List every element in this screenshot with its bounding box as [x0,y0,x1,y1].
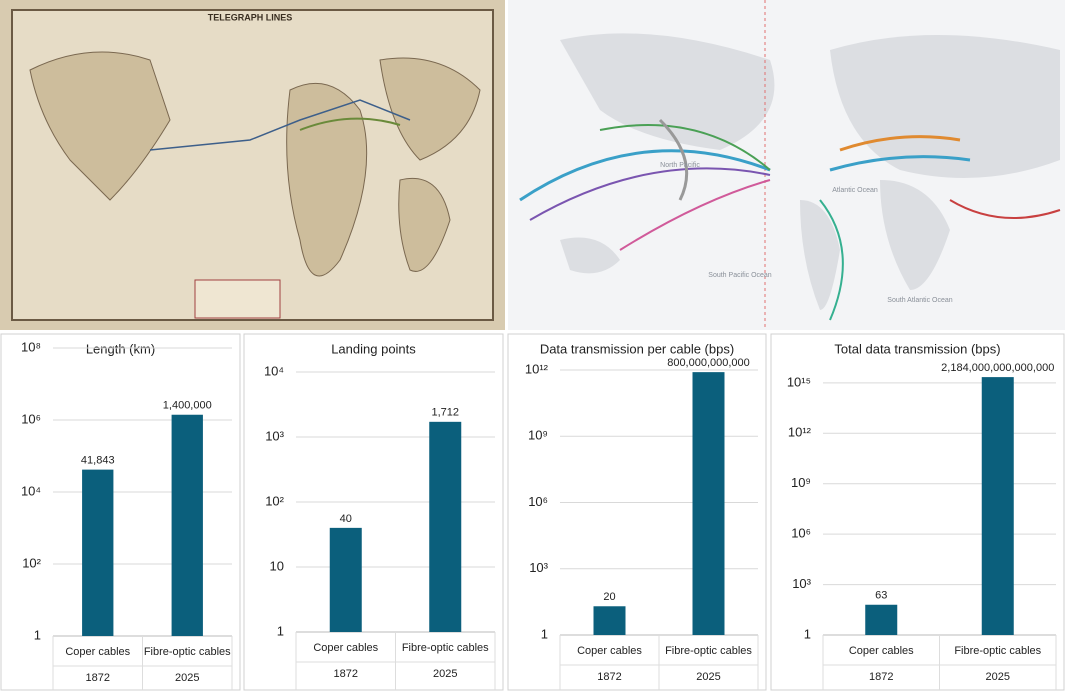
y-tick-label: 10¹² [788,425,812,440]
y-tick-label: 1 [34,627,41,642]
x-group-label: 1872 [869,671,893,683]
data-label: 41,843 [81,455,115,467]
cable [529,167,771,221]
x-group-label: 2025 [175,672,199,684]
cable [829,155,971,172]
cable [619,179,771,251]
data-label: 800,000,000,000 [667,357,750,369]
x-tick-label: Coper cables [313,642,378,654]
x-tick-label: Coper cables [65,646,130,658]
land [560,33,775,151]
land [560,237,620,274]
x-group-label: 1872 [86,672,110,684]
x-group-label: 1872 [334,668,358,680]
y-tick-label: 1 [277,623,284,638]
x-tick-label: Fibre-optic cables [402,642,489,654]
bar [981,377,1014,635]
chart-title: Data transmission per cable (bps) [540,341,734,356]
ocean-label: South Pacific Ocean [708,272,772,279]
y-tick-label: 10⁴ [21,483,41,498]
y-tick-label: 10³ [792,576,811,591]
bar [865,604,898,635]
cable [949,199,1061,219]
data-label: 1,712 [431,407,459,419]
data-label: 63 [875,590,887,602]
y-tick-label: 1 [804,626,811,641]
panel-border [507,333,767,691]
panel-border [0,333,241,691]
legend-box [194,279,281,319]
data-label: 40 [340,513,352,525]
bar [593,606,626,635]
telegraph-line [149,99,411,151]
cable [819,199,844,321]
y-tick-label: 10³ [529,560,548,575]
bar [82,469,114,636]
data-label: 20 [603,591,615,603]
land [398,177,451,272]
x-tick-label: Fibre-optic cables [665,645,752,657]
y-tick-label: 10⁴ [264,363,284,378]
cable [519,149,771,202]
x-group-label: 1872 [597,671,621,683]
bar [329,527,362,632]
y-tick-label: 10² [265,493,284,508]
land [379,57,481,161]
y-tick-label: 10⁶ [21,411,41,426]
y-tick-label: 10¹² [525,361,549,376]
panel-border [770,333,1065,691]
y-tick-label: 10¹⁵ [787,374,811,389]
bar [171,414,203,636]
cable-map: North Pacific Atlantic Ocean South Pacif… [508,0,1065,330]
cable [839,135,961,152]
ocean-label: North Pacific [660,162,700,169]
x-tick-label: Coper cables [849,645,914,657]
y-tick-label: 10⁶ [528,494,548,509]
y-tick-label: 10⁹ [528,428,548,443]
chart-title: Length (km) [86,341,155,356]
land [800,200,840,310]
y-tick-label: 10⁶ [791,526,811,541]
y-tick-label: 10² [22,555,41,570]
old-map-title: TELEGRAPH LINES [208,12,293,22]
chart-title: Landing points [331,341,416,356]
data-label: 1,400,000 [163,400,212,412]
y-tick-label: 10⁹ [791,475,811,490]
data-label: 2,184,000,000,000,000 [941,362,1054,374]
x-group-label: 2025 [433,668,457,680]
panel-border [243,333,504,691]
telegraph-line [299,117,401,131]
land [830,35,1060,178]
land [29,51,171,201]
y-tick-label: 1 [541,626,548,641]
land [880,180,950,290]
chart-title: Total data transmission (bps) [834,341,1000,356]
y-tick-label: 10³ [265,428,284,443]
x-tick-label: Fibre-optic cables [144,646,231,658]
cable [658,118,689,201]
x-group-label: 2025 [696,671,720,683]
bar [429,421,462,632]
x-tick-label: Coper cables [577,645,642,657]
x-tick-label: Fibre-optic cables [954,645,1041,657]
bar [692,372,725,635]
y-tick-label: 10 [270,558,284,573]
y-tick-label: 10⁸ [21,339,41,354]
cable [599,124,771,171]
old-map: TELEGRAPH LINES [0,0,505,330]
ocean-label: Atlantic Ocean [832,187,878,194]
x-group-label: 2025 [986,671,1010,683]
land [286,82,368,277]
ocean-label: South Atlantic Ocean [887,297,952,304]
